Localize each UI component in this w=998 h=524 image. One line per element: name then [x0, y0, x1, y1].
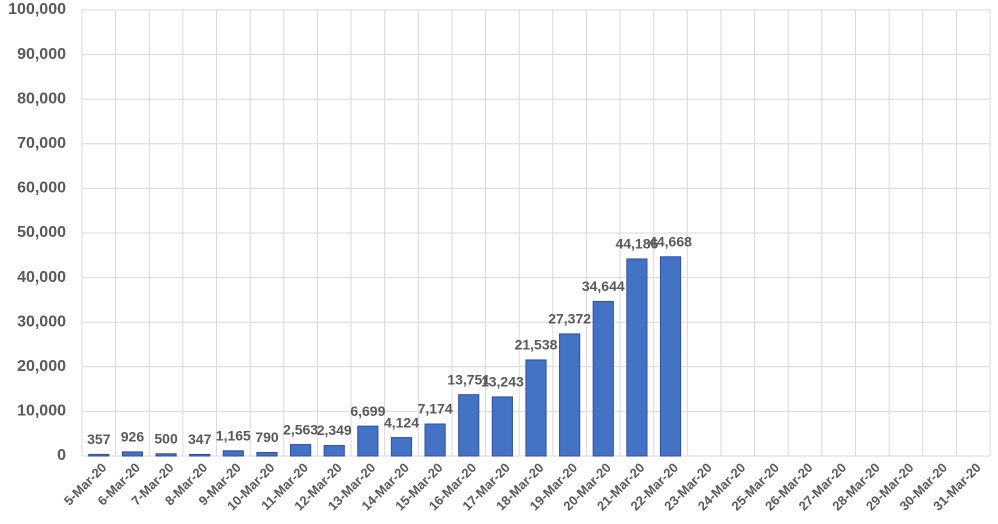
y-tick-label: 30,000 [17, 313, 66, 330]
data-label: 13,243 [481, 374, 524, 390]
bar [525, 359, 547, 457]
y-tick-label: 60,000 [17, 180, 66, 197]
y-tick-label: 90,000 [17, 46, 66, 63]
data-label: 2,349 [317, 422, 352, 438]
data-label: 6,699 [350, 403, 385, 419]
y-tick-label: 100,000 [8, 1, 66, 18]
y-tick-label: 10,000 [17, 403, 66, 420]
y-tick-label: 0 [57, 447, 66, 464]
y-tick-label: 40,000 [17, 269, 66, 286]
y-tick-label: 20,000 [17, 358, 66, 375]
data-label: 2,563 [283, 421, 318, 437]
bar [491, 396, 513, 457]
data-label: 4,124 [384, 414, 419, 430]
y-tick-label: 50,000 [17, 224, 66, 241]
bar [189, 453, 211, 457]
y-tick-label: 80,000 [17, 90, 66, 107]
data-label: 34,644 [582, 278, 625, 294]
data-label: 357 [87, 431, 111, 447]
bar [559, 333, 581, 457]
bar [155, 453, 177, 457]
bar [357, 425, 379, 457]
data-label: 347 [188, 431, 212, 447]
data-label: 500 [154, 430, 178, 446]
bar [592, 300, 614, 457]
data-label: 790 [255, 429, 279, 445]
bar [659, 256, 682, 457]
bar [323, 445, 345, 457]
data-label: 926 [121, 429, 145, 445]
bar [256, 451, 278, 457]
bar [390, 437, 413, 457]
bar [88, 453, 110, 457]
data-label: 13,751 [447, 371, 490, 387]
data-label: 27,372 [548, 311, 591, 327]
bar [424, 423, 446, 457]
bar [458, 394, 480, 457]
y-tick-label: 70,000 [17, 135, 66, 152]
data-label: 7,174 [418, 401, 453, 417]
bar [121, 451, 144, 457]
data-label: 44,668 [649, 233, 692, 249]
data-label: 21,538 [515, 337, 558, 353]
data-label: 44,186 [615, 236, 658, 252]
data-label: 1,165 [216, 428, 251, 444]
bar [290, 444, 312, 457]
bar [222, 450, 244, 457]
bar [626, 258, 648, 457]
